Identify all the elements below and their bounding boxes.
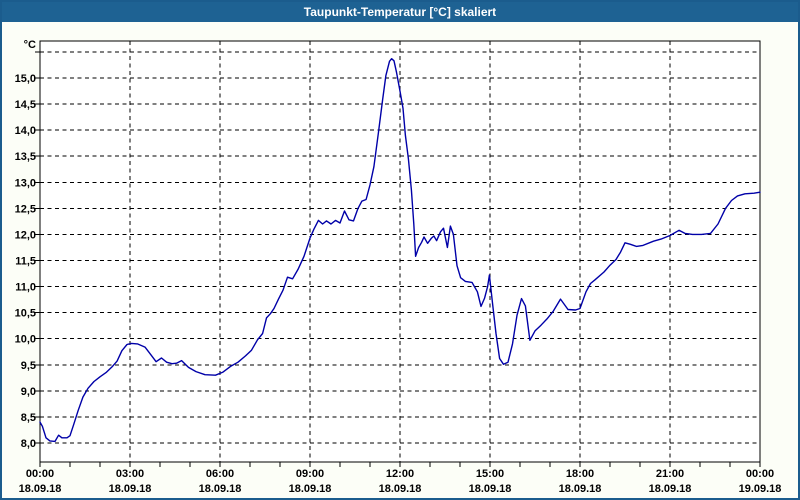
y-tick-label: 14,0 xyxy=(15,125,36,137)
y-tick-label: 9,0 xyxy=(21,386,36,398)
x-tick-time-label: 06:00 xyxy=(206,468,234,480)
x-tick-time-label: 00:00 xyxy=(746,468,774,480)
y-tick-label: 10,0 xyxy=(15,334,36,346)
x-tick-time-label: 09:00 xyxy=(296,468,324,480)
y-tick-label: 9,5 xyxy=(21,360,36,372)
window-titlebar: Taupunkt-Temperatur [°C] skaliert xyxy=(2,2,798,22)
x-tick-time-label: 18:00 xyxy=(566,468,594,480)
window-title: Taupunkt-Temperatur [°C] skaliert xyxy=(303,5,497,19)
y-tick-label: 12,0 xyxy=(15,229,36,241)
y-tick-label: 12,5 xyxy=(15,203,36,215)
x-tick-date-label: 18.09.18 xyxy=(289,483,332,495)
plot-border xyxy=(39,40,761,463)
y-tick-label: 11,5 xyxy=(15,256,36,268)
x-tick-date-label: 18.09.18 xyxy=(379,483,422,495)
y-tick-label: 13,0 xyxy=(15,177,36,189)
x-tick-time-label: 00:00 xyxy=(26,468,54,480)
x-tick-date-label: 18.09.18 xyxy=(199,483,242,495)
x-tick-date-label: 18.09.18 xyxy=(649,483,692,495)
x-tick-time-label: 15:00 xyxy=(476,468,504,480)
x-tick-date-label: 18.09.18 xyxy=(559,483,602,495)
x-tick-date-label: 18.09.18 xyxy=(19,483,62,495)
y-tick-label: 8,5 xyxy=(21,412,36,424)
y-tick-label: 11,0 xyxy=(15,282,36,294)
x-tick-date-label: 19.09.18 xyxy=(739,483,782,495)
y-tick-label: 8,0 xyxy=(21,438,36,450)
x-tick-date-label: 18.09.18 xyxy=(469,483,512,495)
chart-container: 15,0 14,5 14,0 13,5 13,0 12,5 12,0 11,5 11,0 10,5… xyxy=(2,22,798,498)
y-tick-label: 10,5 xyxy=(15,308,36,320)
y-tick-label: 15,0 xyxy=(15,73,36,85)
y-axis-unit-label: °C xyxy=(24,39,36,51)
temperature-line xyxy=(39,58,761,443)
x-tick-time-label: 03:00 xyxy=(116,468,144,480)
y-tick-label: 14,5 xyxy=(15,99,36,111)
x-tick-time-label: 21:00 xyxy=(656,468,684,480)
y-tick-label: 13,5 xyxy=(15,151,36,163)
x-tick-time-label: 12:00 xyxy=(386,468,414,480)
x-tick-date-label: 18.09.18 xyxy=(109,483,152,495)
dewpoint-line-chart: 15,0 14,5 14,0 13,5 13,0 12,5 12,0 11,5 11,0 10,5… xyxy=(15,39,782,495)
